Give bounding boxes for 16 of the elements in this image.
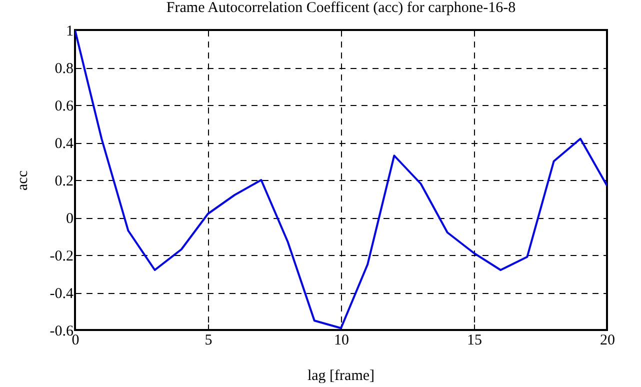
chart-title: Frame Autocorrelation Coefficent (acc) for carphone-16-8 [166,0,516,16]
y-tick-label: 0.4 [54,136,74,152]
y-axis-title: acc [14,170,31,190]
x-axis-title: lag [frame] [307,368,375,384]
y-tick-label: 0.8 [54,61,74,77]
y-tick-label: 1 [66,24,74,40]
x-tick-label: 20 [600,332,615,348]
x-tick-label: 10 [334,332,349,348]
y-tick-label: 0.2 [54,174,74,190]
line-series [75,30,607,330]
y-tick-label: 0.6 [54,98,74,114]
x-tick-label: 15 [467,332,482,348]
y-tick-label: -0.4 [50,286,74,302]
x-tick-label: 5 [204,332,212,348]
y-tick-label: 0 [66,211,74,227]
y-tick-label: -0.2 [50,248,74,264]
